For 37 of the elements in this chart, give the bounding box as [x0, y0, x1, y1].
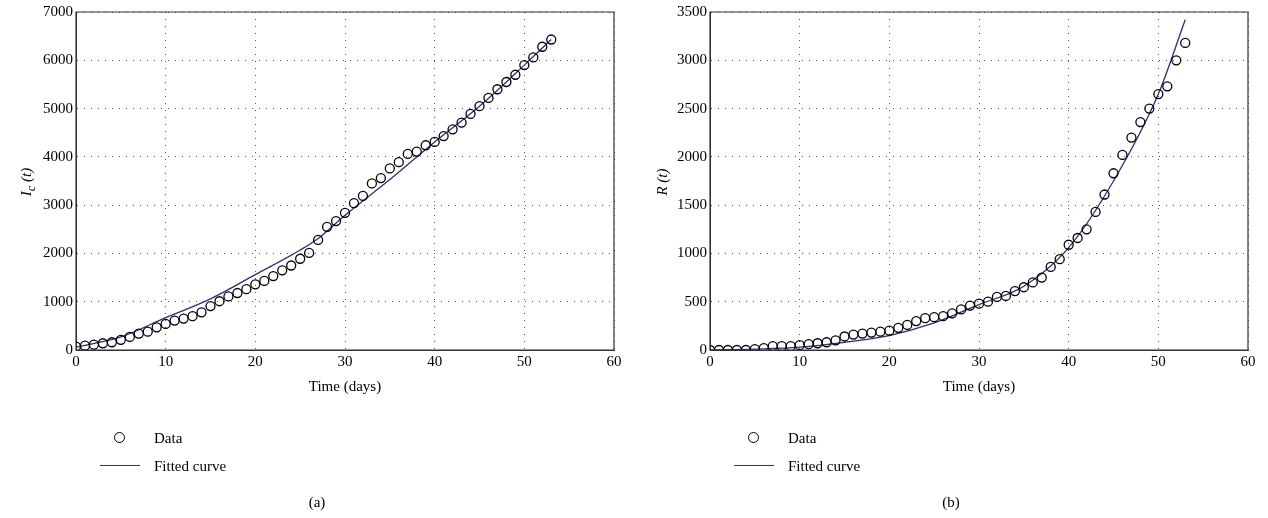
y-tick-label: 3000: [43, 196, 73, 213]
x-tick-label: 10: [792, 352, 808, 369]
y-tick-label: 1000: [43, 292, 73, 309]
y-tick-label: 7000: [43, 2, 73, 19]
x-tick-label: 40: [1061, 352, 1077, 369]
y-tick-label: 0: [65, 340, 73, 357]
legend-label: Fitted curve: [154, 457, 227, 475]
x-tick-label: 10: [158, 352, 174, 369]
y-tick-label: 500: [684, 292, 707, 309]
legend-label: Data: [154, 429, 183, 447]
y-tick-label: 1500: [677, 196, 707, 213]
x-tick-label: 60: [606, 352, 622, 369]
y-tick-label: 0: [699, 340, 707, 357]
x-tick-label: 40: [427, 352, 443, 369]
x-tick-label: 20: [247, 352, 263, 369]
x-tick-label: 20: [881, 352, 897, 369]
y-tick-label: 4000: [43, 147, 73, 164]
y-tick-label: 2000: [43, 244, 73, 261]
x-tick-label: 30: [337, 352, 353, 369]
x-tick-label: 50: [1150, 352, 1166, 369]
text: (b): [941, 494, 961, 511]
x-tick-label: 30: [971, 352, 987, 369]
x-tick-label: 60: [1240, 352, 1256, 369]
text: (a): [307, 494, 327, 511]
legend-label: Fitted curve: [788, 457, 861, 475]
y-tick-label: 2000: [677, 147, 707, 164]
y-tick-label: 3500: [677, 2, 707, 19]
y-tick-label: 5000: [43, 99, 73, 116]
y-axis-title: R (t): [653, 168, 671, 196]
x-axis-title: Time (days): [942, 377, 1016, 395]
y-tick-label: 2500: [677, 99, 707, 116]
y-tick-label: 6000: [43, 51, 73, 68]
x-tick-label: 50: [516, 352, 532, 369]
y-tick-label: 3000: [677, 51, 707, 68]
y-tick-label: 1000: [677, 244, 707, 261]
legend-label: Data: [788, 429, 817, 447]
x-axis-title: Time (days): [308, 377, 382, 395]
